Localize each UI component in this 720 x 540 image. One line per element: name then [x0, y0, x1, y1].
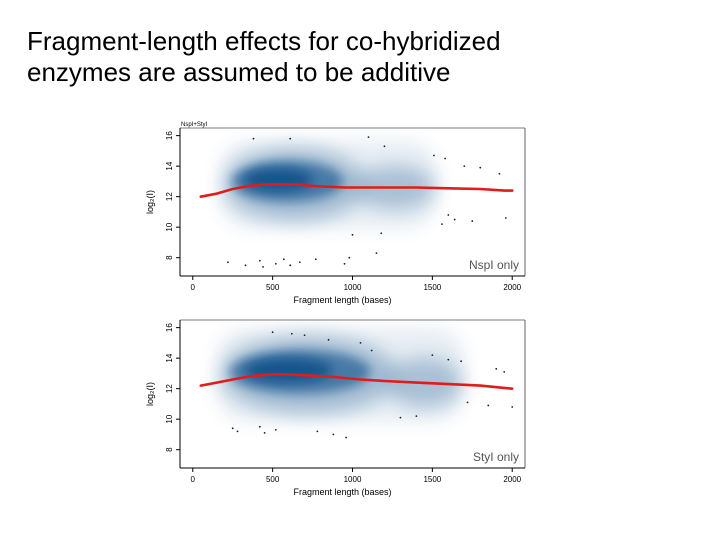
outlier-point: [274, 428, 277, 431]
outlier-point: [399, 416, 402, 419]
outlier-point: [370, 349, 373, 352]
outlier-point: [479, 166, 482, 169]
outlier-point: [262, 265, 264, 268]
outlier-point: [258, 259, 261, 262]
corner-label: NspI+StyI: [181, 122, 208, 128]
y-tick-label: 12: [165, 384, 174, 393]
outlier-point: [303, 334, 306, 337]
outlier-point: [463, 165, 466, 168]
outlier-point: [447, 214, 450, 216]
outlier-point: [383, 145, 386, 148]
x-tick-label: 0: [191, 283, 196, 292]
outlier-point: [316, 430, 319, 433]
outlier-point: [431, 354, 434, 356]
outlier-point: [343, 262, 346, 265]
panel-styi-only: 8 10 12 14 16 0 500 1000 1500 2000 Fragment length…: [145, 319, 526, 497]
outlier-point: [498, 172, 501, 175]
outlier-point: [289, 137, 292, 140]
density-cloud: [216, 328, 465, 422]
panel-label: NspI only: [469, 258, 519, 272]
outlier-point: [244, 264, 247, 267]
outlier-point: [444, 157, 447, 160]
outlier-point: [332, 433, 335, 436]
density-core-peak: [244, 358, 333, 383]
outlier-point: [258, 425, 261, 428]
outlier-point: [511, 406, 514, 408]
y-tick-label: 14: [165, 161, 174, 170]
x-tick-label: 2000: [503, 475, 521, 484]
y-axis-title: log₂(I): [145, 382, 155, 406]
outlier-point: [282, 258, 285, 261]
outlier-point: [231, 427, 234, 430]
outlier-point: [447, 358, 450, 361]
y-tick-label: 16: [165, 323, 174, 332]
outlier-point: [327, 338, 330, 341]
outlier-point: [348, 256, 351, 259]
x-tick-label: 500: [266, 475, 280, 484]
x-axis-title: Fragment length (bases): [293, 487, 391, 497]
outlier-point: [375, 252, 378, 255]
outlier-point: [380, 232, 383, 235]
x-tick-label: 500: [266, 283, 280, 292]
y-tick-label: 14: [165, 353, 174, 362]
outlier-point: [289, 264, 292, 267]
outlier-point: [271, 331, 274, 334]
y-tick-label: 10: [165, 222, 174, 231]
x-tick-label: 2000: [503, 283, 521, 292]
outlier-point: [487, 404, 490, 407]
outlier-point: [351, 233, 354, 236]
y-tick-label: 10: [165, 414, 174, 423]
x-tick-label: 1000: [344, 283, 362, 292]
outlier-point: [359, 341, 362, 344]
outlier-point: [367, 136, 370, 139]
slide-title: Fragment-length effects for co-hybridize…: [27, 26, 501, 87]
outlier-point: [504, 217, 507, 219]
y-tick-label: 12: [165, 192, 174, 201]
y-tick-label: 16: [165, 131, 174, 140]
outlier-point: [471, 220, 474, 222]
trend-line: [199, 372, 514, 390]
outlier-point: [415, 415, 418, 418]
outlier-point: [441, 223, 443, 226]
y-axis-title: log₂(I): [145, 190, 155, 214]
x-tick-label: 1500: [423, 283, 441, 292]
outlier-point: [433, 154, 435, 157]
density-core-peak: [243, 168, 313, 192]
outlier-point: [314, 258, 317, 261]
outlier-point: [252, 137, 255, 140]
trend-line: [199, 183, 514, 198]
outlier-point: [345, 436, 348, 439]
outlier-point: [495, 367, 498, 370]
y-tick-label: 8: [165, 447, 174, 452]
outlier-point: [503, 370, 506, 373]
outlier-point: [263, 432, 266, 434]
x-axis-title: Fragment length (bases): [293, 295, 391, 305]
outlier-point: [460, 360, 463, 363]
x-tick-label: 1500: [423, 475, 441, 484]
y-tick-label: 8: [165, 255, 174, 260]
outlier-point: [290, 332, 293, 335]
x-tick-label: 1000: [344, 475, 362, 484]
outlier-point: [227, 261, 229, 264]
outlier-point: [274, 262, 277, 265]
outlier-point: [236, 430, 239, 433]
panel-nspi-only: 8 10 12 14 16 0 500 1000 1500 2000 Fragment length…: [145, 122, 526, 305]
outlier-point: [298, 261, 301, 264]
outlier-point: [466, 401, 469, 404]
panel-label: StyI only: [473, 450, 519, 464]
outlier-point: [453, 218, 456, 221]
x-tick-label: 0: [191, 475, 196, 484]
